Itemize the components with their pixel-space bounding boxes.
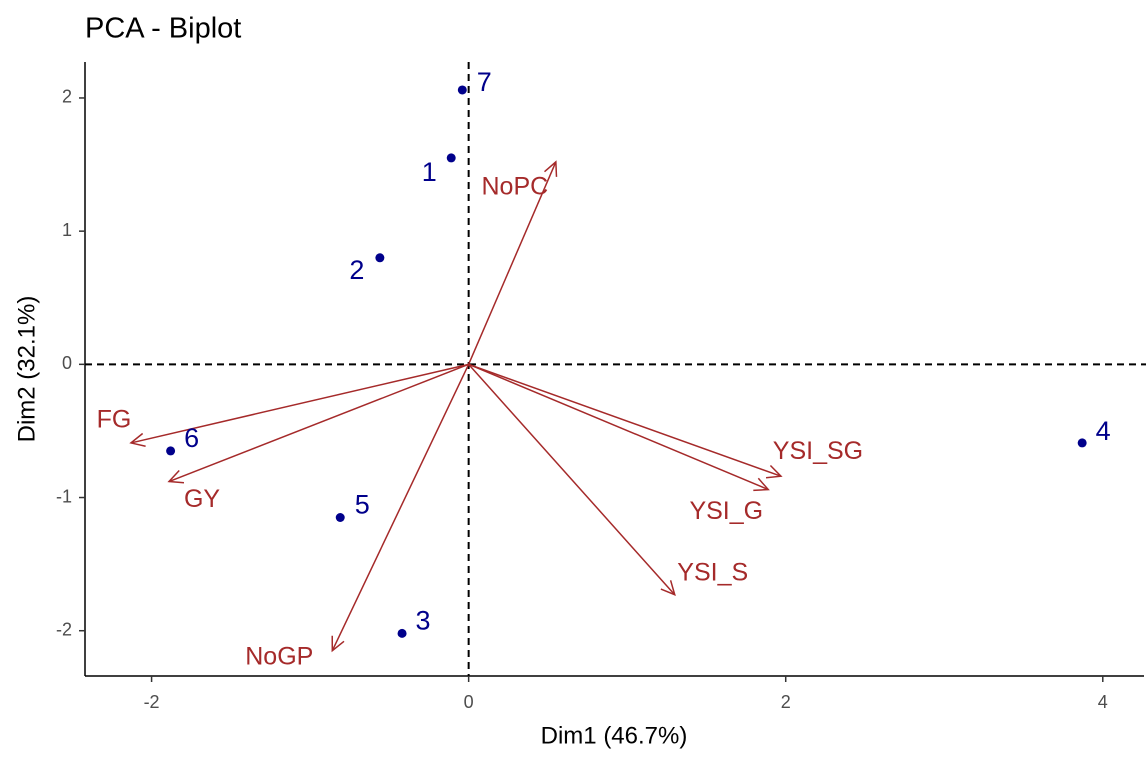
arrow-head — [660, 580, 676, 597]
point — [446, 153, 456, 163]
point-label: 2 — [349, 255, 364, 285]
y-tick-label: 0 — [62, 353, 72, 373]
x-tick-label: 2 — [781, 692, 791, 712]
arrow-head — [753, 477, 770, 492]
variable-label: NoGP — [245, 642, 313, 670]
variable-label: YSI_S — [677, 558, 748, 586]
variable-label: YSI_G — [689, 497, 763, 525]
arrow-head — [167, 470, 185, 484]
point-label: 1 — [422, 157, 437, 187]
arrow-head — [129, 432, 146, 447]
variable-arrow — [168, 363, 469, 483]
variable-label: NoPC — [481, 173, 548, 201]
variable-label: YSI_SG — [773, 437, 863, 465]
point — [1077, 438, 1087, 448]
point — [375, 253, 385, 263]
variable-arrow — [467, 161, 557, 365]
arrow-head — [331, 635, 345, 653]
y-tick-label: 2 — [62, 87, 72, 107]
variable-arrow — [468, 363, 769, 491]
point — [335, 513, 345, 523]
y-tick-label: -1 — [56, 486, 72, 506]
y-tick-label: 1 — [62, 220, 72, 240]
variable-arrow — [331, 364, 470, 652]
arrow-head — [765, 464, 783, 479]
point-label: 5 — [355, 490, 370, 520]
y-axis-title: Dim2 (32.1%) — [13, 296, 40, 443]
variable-arrow — [468, 363, 676, 596]
point-label: 4 — [1096, 416, 1111, 446]
variable-arrow — [130, 363, 469, 444]
point — [397, 628, 407, 638]
point — [166, 446, 176, 456]
point-label: 6 — [184, 423, 199, 453]
variable-label: GY — [184, 485, 220, 513]
point — [457, 85, 467, 95]
x-tick-label: 0 — [464, 692, 474, 712]
x-axis-title: Dim1 (46.7%) — [541, 722, 688, 749]
chart-title: PCA - Biplot — [85, 13, 241, 45]
point-label: 7 — [477, 67, 492, 97]
x-tick-label: -2 — [144, 692, 160, 712]
arrow-head — [544, 160, 558, 177]
x-tick-label: 4 — [1098, 692, 1108, 712]
y-tick-label: -2 — [56, 619, 72, 639]
variable-arrow — [468, 363, 782, 477]
variable-label: FG — [97, 406, 132, 434]
point-label: 3 — [416, 606, 431, 636]
